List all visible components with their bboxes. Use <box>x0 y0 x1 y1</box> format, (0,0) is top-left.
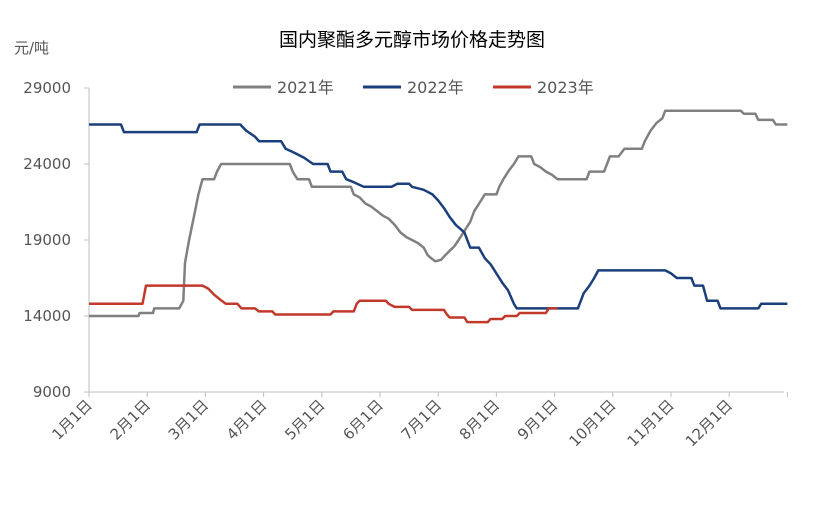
y-tick-label: 29000 <box>23 79 71 97</box>
series-line-0 <box>89 109 788 318</box>
x-tick-label: 2月1日 <box>107 396 154 443</box>
series-lines <box>89 109 788 324</box>
legend-label-2: 2023年 <box>537 78 594 97</box>
y-axis-unit-label: 元/吨 <box>14 39 49 57</box>
x-tick-label: 10月1日 <box>565 396 619 450</box>
x-axis-ticks: 1月1日 2月1日 3月1日 4月1日 5月1日 6月1日 7月1日 8月1日 9月1日 10月1… <box>48 392 788 450</box>
x-tick-label: 5月1日 <box>281 396 328 443</box>
series-line-1 <box>89 123 788 310</box>
x-tick-label: 3月1日 <box>165 396 212 443</box>
y-tick-label: 14000 <box>23 307 71 325</box>
x-tick-label: 9月1日 <box>514 396 561 443</box>
y-tick-label: 19000 <box>23 231 71 249</box>
y-tick-label: 24000 <box>23 155 71 173</box>
x-tick-label: 6月1日 <box>339 396 386 443</box>
y-axis-ticks: 9000 14000 19000 24000 29000 <box>23 79 89 401</box>
legend-label-0: 2021年 <box>277 78 334 97</box>
x-tick-label: 4月1日 <box>223 396 270 443</box>
x-tick-label: 8月1日 <box>456 396 503 443</box>
x-tick-label: 7月1日 <box>398 396 445 443</box>
chart-title: 国内聚酯多元醇市场价格走势图 <box>279 29 545 51</box>
legend-label-1: 2022年 <box>407 78 464 97</box>
x-tick-label: 11月1日 <box>624 396 678 450</box>
y-tick-label: 9000 <box>33 383 71 401</box>
chart-legend: 2021年 2022年 2023年 <box>233 78 594 97</box>
series-line-2 <box>89 284 558 324</box>
x-tick-label: 1月1日 <box>48 396 95 443</box>
x-tick-label: 12月1日 <box>682 396 736 450</box>
